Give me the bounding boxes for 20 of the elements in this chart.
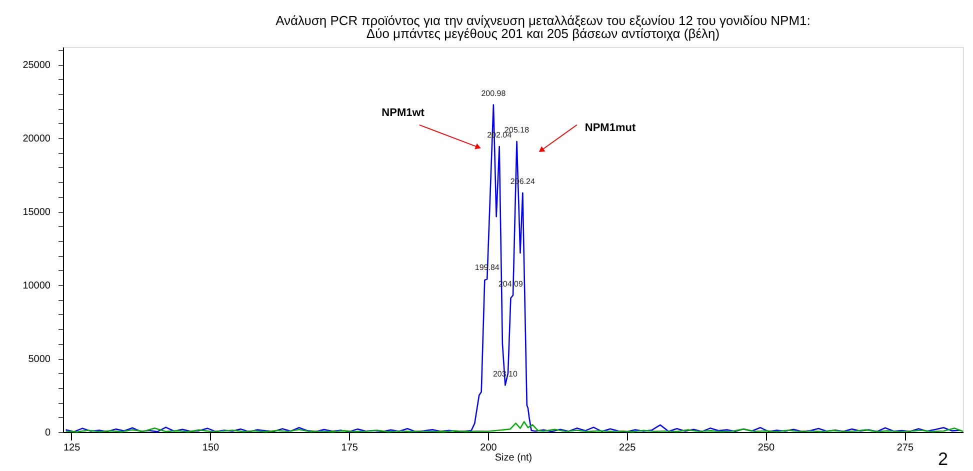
line-series [65, 104, 961, 432]
x-tick-label: 150 [202, 442, 220, 454]
x-tick-label: 250 [758, 442, 776, 454]
x-axis-title: Size (nt) [494, 452, 532, 464]
x-tick-label: 200 [480, 442, 498, 454]
y-tick-label: 25000 [22, 60, 51, 72]
y-tick-label: 0 [44, 428, 51, 438]
x-tick-label: 275 [896, 442, 914, 454]
y-tick-label: 20000 [22, 134, 51, 145]
annotation: NPM1mut [584, 122, 636, 134]
y-tick-label: 15000 [22, 207, 51, 218]
chart-title: Ανάλυση PCR προϊόντος για την ανίχνευση μεταλλάξεων του εξωνίου 12 του γονιδίου NPM1: [276, 12, 810, 28]
y-tick-label: 5000 [28, 354, 51, 366]
y-tick-label: 10000 [22, 280, 51, 292]
annotation: NPM1wt [382, 106, 425, 119]
x-tick-label: 225 [619, 442, 636, 454]
text: 2 [938, 449, 948, 469]
x-tick-label: 175 [341, 442, 358, 454]
x-tick-label: 125 [63, 442, 81, 454]
annotation: 200.98 [481, 88, 506, 98]
